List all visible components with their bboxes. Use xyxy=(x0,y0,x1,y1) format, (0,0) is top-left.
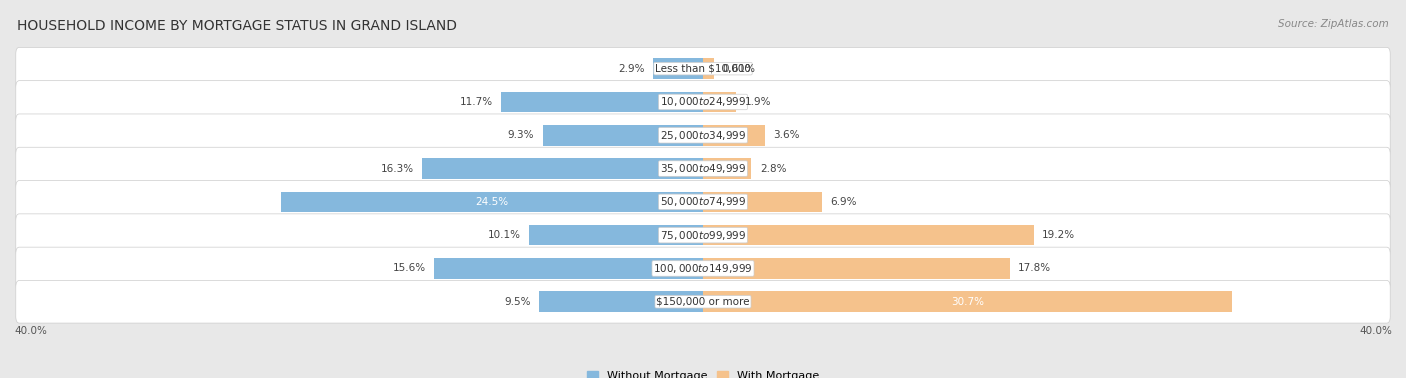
Bar xyxy=(422,158,703,179)
Bar xyxy=(703,258,1010,279)
Text: 40.0%: 40.0% xyxy=(1360,326,1392,336)
FancyBboxPatch shape xyxy=(15,214,1391,257)
Text: $35,000 to $49,999: $35,000 to $49,999 xyxy=(659,162,747,175)
Text: 9.5%: 9.5% xyxy=(505,297,531,307)
Text: 6.9%: 6.9% xyxy=(831,197,856,207)
Bar xyxy=(703,192,823,212)
Bar xyxy=(703,58,713,79)
Bar xyxy=(703,91,735,112)
FancyBboxPatch shape xyxy=(15,181,1391,223)
Bar xyxy=(703,291,1232,312)
Text: Less than $10,000: Less than $10,000 xyxy=(655,64,751,74)
Text: 10.1%: 10.1% xyxy=(488,230,520,240)
Text: 17.8%: 17.8% xyxy=(1018,263,1052,273)
Text: HOUSEHOLD INCOME BY MORTGAGE STATUS IN GRAND ISLAND: HOUSEHOLD INCOME BY MORTGAGE STATUS IN G… xyxy=(17,19,457,33)
Bar xyxy=(703,225,1033,245)
Text: $50,000 to $74,999: $50,000 to $74,999 xyxy=(659,195,747,208)
Text: 15.6%: 15.6% xyxy=(392,263,426,273)
FancyBboxPatch shape xyxy=(15,247,1391,290)
FancyBboxPatch shape xyxy=(15,114,1391,156)
Bar xyxy=(652,58,703,79)
Text: 40.0%: 40.0% xyxy=(14,326,46,336)
Text: 2.8%: 2.8% xyxy=(759,164,786,174)
Text: Source: ZipAtlas.com: Source: ZipAtlas.com xyxy=(1278,19,1389,29)
Text: 11.7%: 11.7% xyxy=(460,97,494,107)
Bar xyxy=(502,91,703,112)
Text: $150,000 or more: $150,000 or more xyxy=(657,297,749,307)
Bar xyxy=(703,125,765,146)
FancyBboxPatch shape xyxy=(15,147,1391,190)
Bar xyxy=(543,125,703,146)
FancyBboxPatch shape xyxy=(15,280,1391,323)
Text: 1.9%: 1.9% xyxy=(744,97,770,107)
Legend: Without Mortgage, With Mortgage: Without Mortgage, With Mortgage xyxy=(588,371,818,378)
Bar xyxy=(540,291,703,312)
Text: 3.6%: 3.6% xyxy=(773,130,800,140)
Text: 19.2%: 19.2% xyxy=(1042,230,1076,240)
Text: 16.3%: 16.3% xyxy=(381,164,413,174)
Text: 24.5%: 24.5% xyxy=(475,197,509,207)
Text: 0.61%: 0.61% xyxy=(723,64,755,74)
Bar xyxy=(703,158,751,179)
Text: $10,000 to $24,999: $10,000 to $24,999 xyxy=(659,96,747,108)
Text: $25,000 to $34,999: $25,000 to $34,999 xyxy=(659,129,747,142)
FancyBboxPatch shape xyxy=(15,81,1391,123)
Bar xyxy=(434,258,703,279)
Text: 2.9%: 2.9% xyxy=(619,64,644,74)
Text: $75,000 to $99,999: $75,000 to $99,999 xyxy=(659,229,747,242)
Text: 9.3%: 9.3% xyxy=(508,130,534,140)
FancyBboxPatch shape xyxy=(15,47,1391,90)
Bar xyxy=(529,225,703,245)
Text: 30.7%: 30.7% xyxy=(950,297,984,307)
Bar xyxy=(281,192,703,212)
Text: $100,000 to $149,999: $100,000 to $149,999 xyxy=(654,262,752,275)
